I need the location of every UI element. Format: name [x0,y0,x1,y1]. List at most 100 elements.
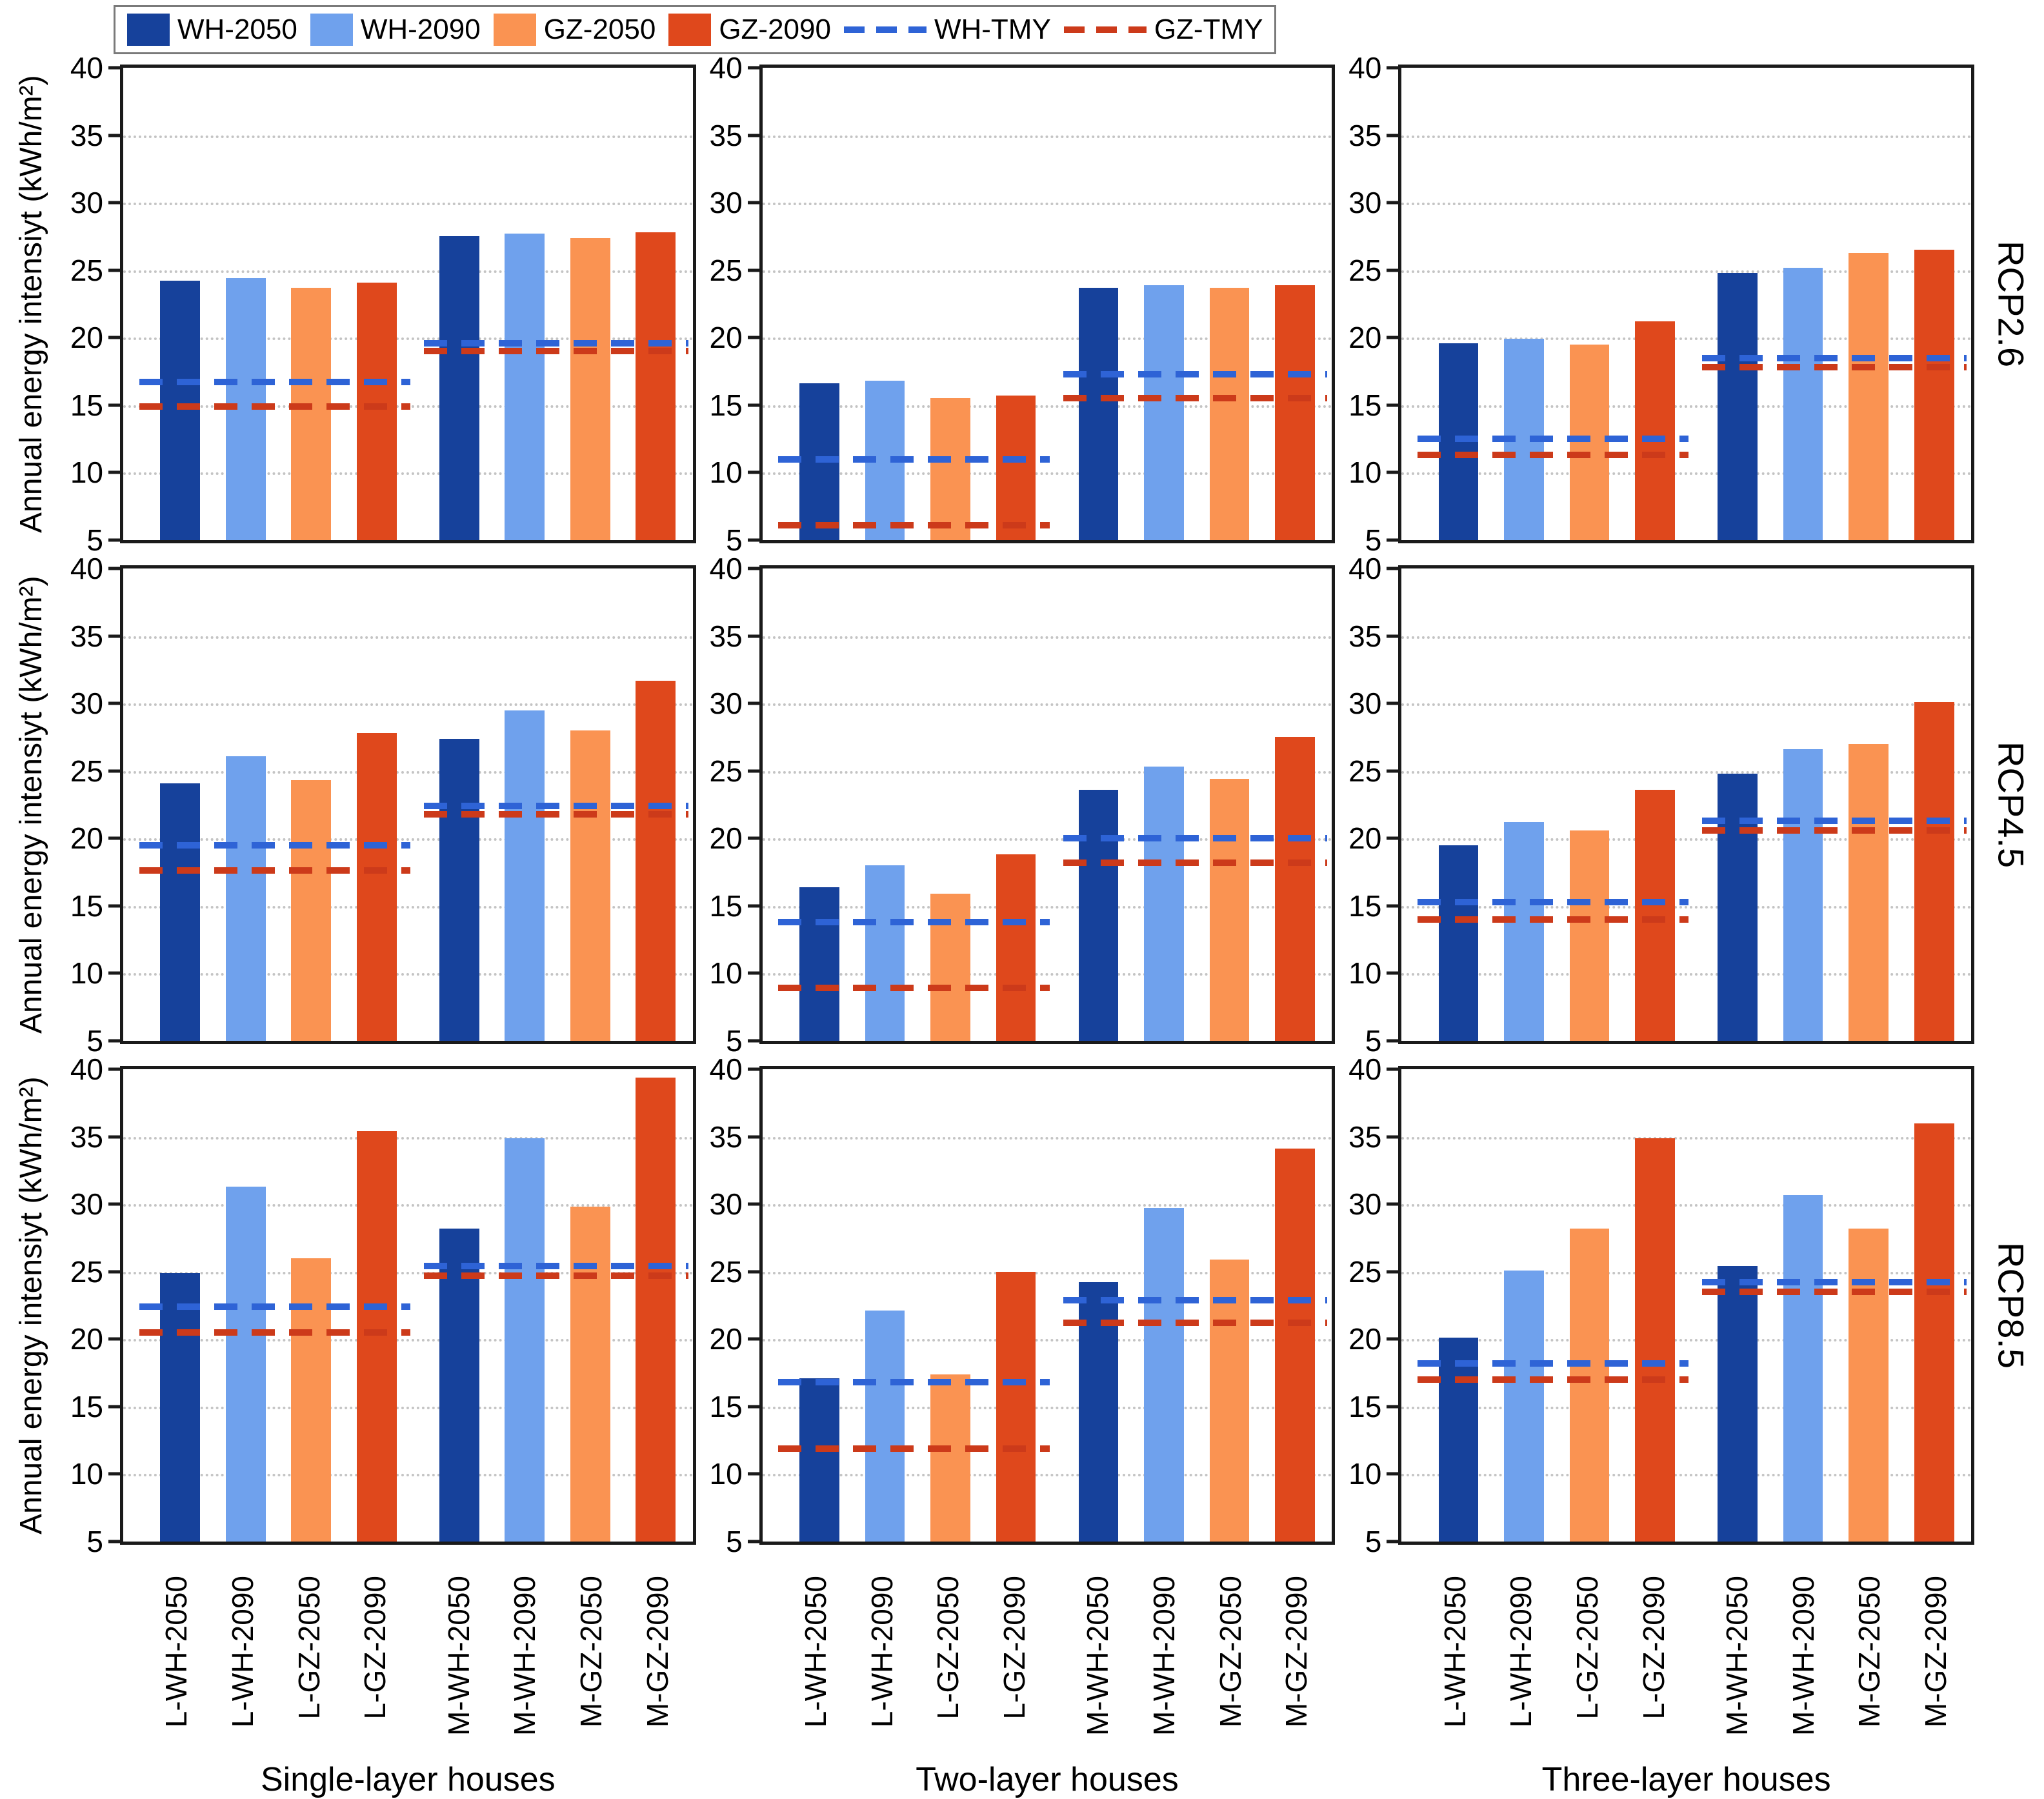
gridline [123,135,693,138]
y-tick-mark [1387,1039,1399,1043]
x-tick-label-M-WH-2090: M-WH-2090 [1786,1576,1820,1736]
y-tick-mark [1387,538,1399,542]
y-tick-label: 25 [1348,253,1382,287]
bar-L-WH-2050 [160,783,201,1041]
bar-L-WH-2090 [865,1311,905,1542]
y-tick-mark [1387,701,1399,705]
x-tick-label-L-GZ-2050: L-GZ-2050 [931,1576,965,1720]
gridline [762,770,1332,774]
gz-tmy-line-right [1063,1320,1328,1327]
y-tick-label: 35 [1348,619,1382,653]
y-tick-label: 25 [70,754,103,788]
column-title-three-layer: Three-layer houses [1541,1761,1831,1798]
legend-label: GZ-2090 [719,14,831,45]
column-title-cell: Single-layer houses [63,1758,696,1799]
legend: WH-2050 WH-2090 GZ-2050 GZ-2090 WH-TMY G… [114,5,1277,54]
x-tick-label-L-WH-2050: L-WH-2050 [159,1576,194,1728]
y-tick-mark [747,470,759,474]
legend-label: WH-TMY [934,14,1051,45]
y-tick-label: 30 [709,687,743,721]
legend-label: GZ-2050 [543,14,656,45]
bar-L-GZ-2050 [291,287,332,540]
gridline [1401,905,1971,909]
y-tick-label: 35 [70,1120,103,1154]
wh-tmy-line-right [1063,370,1328,377]
bar-L-WH-2050 [799,1378,839,1542]
bar-L-GZ-2090 [996,396,1036,540]
y-tick-label: 5 [86,1525,103,1558]
bar-M-WH-2050 [439,236,479,540]
y-tick-mark [108,201,120,205]
y-tick-label: 10 [709,956,743,990]
bar-L-GZ-2090 [356,733,397,1041]
wh-tmy-line-right [424,1263,688,1270]
y-axis-ticks: 40 35 30 25 20 15 10 5 [703,53,759,555]
bar-L-WH-2090 [225,756,266,1041]
y-tick-label: 15 [1348,1389,1382,1423]
y-tick-label: 5 [1365,523,1382,557]
bar-M-WH-2050 [1718,773,1758,1041]
plot-area [759,1066,1336,1545]
y-tick-mark [1387,634,1399,638]
x-tick-label-M-WH-2090: M-WH-2090 [508,1576,542,1736]
y-tick-mark [108,336,120,339]
y-tick-mark [1387,1472,1399,1476]
legend-item-gz-tmy: GZ-TMY [1063,15,1263,44]
y-tick-label: 10 [1348,956,1382,990]
y-tick-label: 15 [1348,388,1382,422]
y-tick-label: 40 [1348,552,1382,585]
spacer [1341,1758,1398,1799]
y-tick-mark [108,403,120,407]
gz-tmy-line-right [1702,827,1967,834]
y-tick-mark [108,268,120,272]
wh-tmy-line-right [1063,835,1328,842]
x-tick-label-M-WH-2050: M-WH-2050 [1720,1576,1754,1736]
y-tick-label: 30 [1348,1187,1382,1221]
bar-M-GZ-2090 [1275,737,1315,1041]
gridline [1401,337,1971,341]
gz-tmy-line-left [778,985,1050,992]
bar-M-GZ-2050 [1209,1259,1250,1542]
gridline [762,1339,1332,1342]
y-axis-title: Annual energy intensiyt (kWh/m²) [14,576,48,1034]
y-tick-mark [108,1270,120,1274]
y-tick-label: 35 [70,619,103,653]
chart-rcp85-three-layer: 40 35 30 25 20 15 10 5 [1341,1054,1974,1556]
y-tick-label: 35 [1348,118,1382,152]
gridline [1401,135,1971,138]
x-tick-label-M-GZ-2050: M-GZ-2050 [1852,1576,1887,1728]
bar-L-GZ-2090 [356,1131,397,1542]
x-tick-label-L-WH-2090: L-WH-2090 [865,1576,899,1728]
spacer [6,1567,57,1736]
y-tick-mark [747,201,759,205]
bar-L-WH-2090 [225,1186,266,1542]
y-tick-mark [1387,567,1399,570]
y-tick-mark [108,1337,120,1341]
y-tick-mark [747,1540,759,1543]
y-tick-label: 30 [70,1187,103,1221]
spacer [703,1758,759,1799]
gridline [762,905,1332,909]
x-tick-label-M-GZ-2050: M-GZ-2050 [574,1576,608,1728]
gridline [1401,973,1971,976]
wh-tmy-line-right [424,803,688,810]
bar-L-GZ-2090 [1635,1138,1675,1542]
bar-M-WH-2090 [1144,767,1184,1041]
x-tick-label-L-GZ-2090: L-GZ-2090 [1636,1576,1670,1720]
y-tick-mark [747,134,759,137]
gridline [762,405,1332,408]
x-tick-label-area: L-WH-2050 L-WH-2090 L-GZ-2050 L-GZ-2090 M-WH… [759,1567,1336,1736]
column-title-cell: Three-layer houses [1341,1758,1974,1799]
plot-area [1398,1066,1974,1545]
bar-M-WH-2090 [505,710,545,1041]
bar-L-GZ-2050 [930,894,970,1041]
gridline [762,1136,1332,1140]
x-tick-labels-single-layer: L-WH-2050 L-WH-2090 L-GZ-2050 L-GZ-2090 M-WH… [63,1567,696,1736]
y-tick-label: 15 [70,889,103,923]
x-tick-label-L-GZ-2050: L-GZ-2050 [1570,1576,1604,1720]
y-tick-label: 5 [1365,1024,1382,1058]
bar-L-WH-2050 [160,281,201,540]
gridline [1401,703,1971,707]
bar-L-WH-2050 [1438,845,1479,1041]
